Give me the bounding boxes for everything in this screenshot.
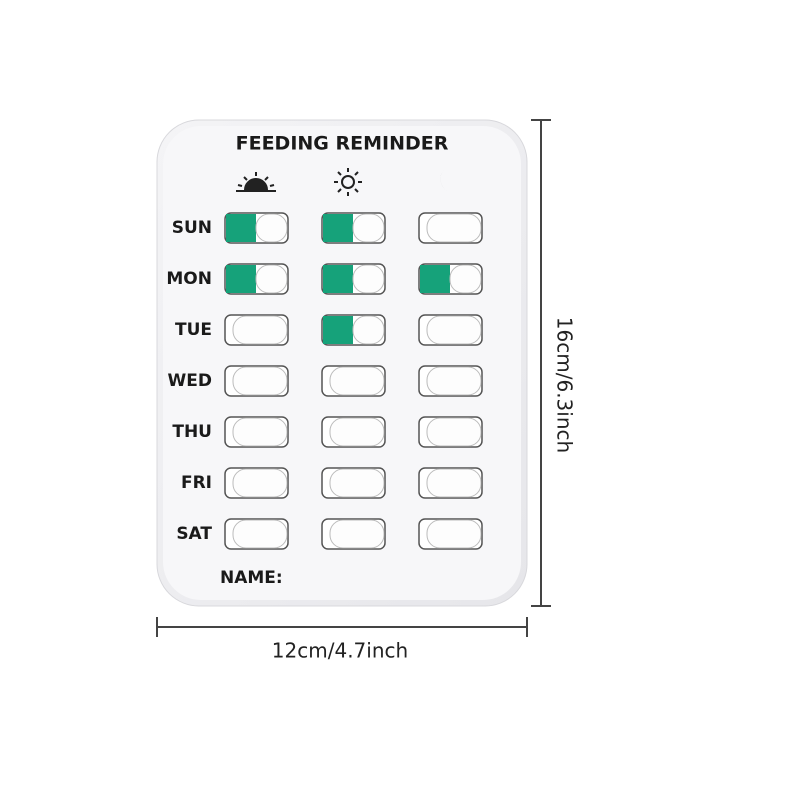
- slider: [224, 416, 289, 448]
- day-label: TUE: [175, 320, 212, 340]
- height-dimension: [531, 119, 551, 607]
- slider-green: [323, 316, 353, 344]
- slider-thumb: [329, 366, 385, 396]
- slider-thumb: [255, 213, 288, 243]
- slider-thumb: [426, 519, 482, 549]
- slider: [224, 212, 289, 244]
- slider: [418, 518, 483, 550]
- slider-thumb: [426, 315, 482, 345]
- slider-green: [226, 214, 256, 242]
- slider: [418, 416, 483, 448]
- slider-thumb: [232, 315, 288, 345]
- slider: [321, 467, 386, 499]
- slider: [418, 314, 483, 346]
- slider-thumb: [232, 417, 288, 447]
- slider: [418, 212, 483, 244]
- title: FEEDING REMINDER: [236, 133, 449, 155]
- slider: [321, 365, 386, 397]
- slider-green: [323, 265, 353, 293]
- slider: [224, 467, 289, 499]
- slider-thumb: [329, 468, 385, 498]
- slider-thumb: [232, 468, 288, 498]
- slider-thumb: [426, 417, 482, 447]
- slider-thumb: [352, 264, 385, 294]
- slider-thumb: [329, 519, 385, 549]
- slider: [224, 518, 289, 550]
- slider: [224, 314, 289, 346]
- height-label: 16cm/6.3inch: [553, 317, 577, 453]
- slider-thumb: [232, 519, 288, 549]
- day-label: THU: [172, 422, 212, 442]
- slider-thumb: [232, 366, 288, 396]
- day-label: WED: [168, 371, 212, 391]
- sun-icon: [334, 168, 362, 196]
- width-dimension: [156, 617, 528, 637]
- sunrise-icon: [236, 172, 276, 192]
- slider-thumb: [426, 468, 482, 498]
- width-label: 12cm/4.7inch: [272, 639, 408, 663]
- slider: [321, 416, 386, 448]
- slider: [321, 263, 386, 295]
- slider: [418, 365, 483, 397]
- slider-thumb: [426, 366, 482, 396]
- slider-thumb: [426, 213, 482, 243]
- slider: [418, 263, 483, 295]
- slider-thumb: [352, 315, 385, 345]
- slider-green: [323, 214, 353, 242]
- slider: [418, 467, 483, 499]
- slider-green: [226, 265, 256, 293]
- slider-thumb: [449, 264, 482, 294]
- slider: [321, 212, 386, 244]
- slider-green: [420, 265, 450, 293]
- slider: [321, 518, 386, 550]
- day-label: FRI: [181, 473, 212, 493]
- day-label: MON: [166, 269, 212, 289]
- day-label: SUN: [172, 218, 212, 238]
- name-label: NAME:: [220, 568, 283, 588]
- slider: [224, 263, 289, 295]
- slider: [224, 365, 289, 397]
- slider-thumb: [255, 264, 288, 294]
- day-label: SAT: [176, 524, 212, 544]
- slider-thumb: [329, 417, 385, 447]
- slider: [321, 314, 386, 346]
- slider-thumb: [352, 213, 385, 243]
